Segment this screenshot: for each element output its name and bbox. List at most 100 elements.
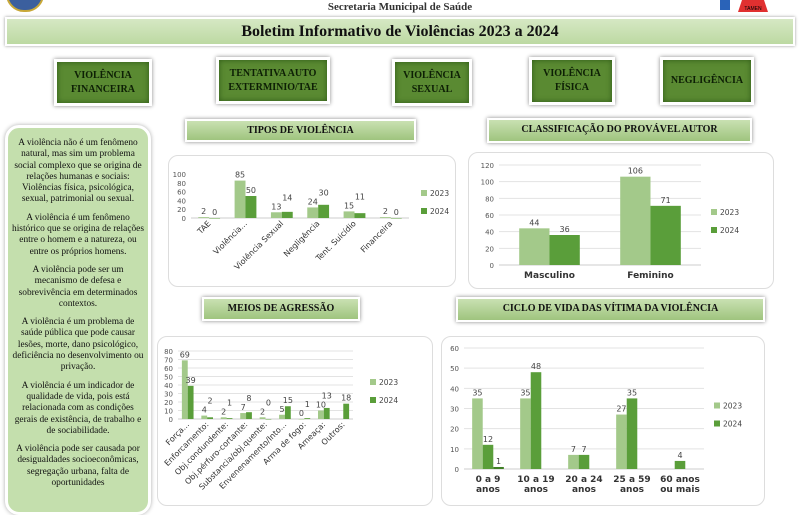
bar-2023 bbox=[620, 176, 651, 265]
data-label: 35 bbox=[627, 388, 637, 397]
y-tick-label: 60 bbox=[177, 189, 186, 197]
data-label: 24 bbox=[308, 197, 318, 206]
legend-label: 2024 bbox=[723, 420, 742, 429]
info-paragraph: A violência pode ser causada por desigua… bbox=[16, 444, 140, 489]
data-label: 35 bbox=[520, 388, 530, 397]
button-tentativa-auto-exterminio[interactable]: TENTATIVA AUTO EXTERMINIO/TAE bbox=[216, 57, 330, 104]
data-label: 5 bbox=[279, 405, 284, 414]
y-tick-label: 60 bbox=[485, 212, 494, 220]
y-tick-label: 50 bbox=[164, 374, 173, 382]
data-label: 18 bbox=[341, 394, 351, 403]
bar-2023 bbox=[270, 212, 282, 218]
x-tick-label: 60 anos ou mais bbox=[660, 475, 700, 495]
button-violencia-sexual[interactable]: VIOLÊNCIA SEXUAL bbox=[392, 59, 472, 106]
y-tick-label: 80 bbox=[485, 195, 494, 203]
data-label: 71 bbox=[661, 196, 671, 205]
chart-title-ciclo: CICLO DE VIDA DAS VÍTIMA DA VIOLÊNCIA bbox=[456, 297, 765, 322]
data-label: 4 bbox=[677, 451, 682, 460]
y-tick-label: 40 bbox=[450, 385, 459, 393]
y-tick-label: 40 bbox=[485, 229, 494, 237]
button-violencia-financeira[interactable]: VIOLÊNCIA FINANCEIRA bbox=[54, 59, 152, 106]
legend-swatch bbox=[370, 379, 376, 385]
x-tick-label: 20 a 24 anos bbox=[565, 475, 602, 495]
data-label: 2 bbox=[383, 207, 388, 216]
info-paragraph: A violência pode ser um mecanismo de def… bbox=[18, 264, 138, 309]
data-label: 1 bbox=[227, 398, 232, 407]
tamen-logo bbox=[738, 0, 768, 12]
data-label: 2 bbox=[208, 397, 213, 406]
legend-swatch bbox=[711, 227, 717, 233]
y-tick-label: 20 bbox=[177, 206, 186, 214]
data-label: 30 bbox=[319, 188, 329, 197]
org-name: Secretaria Municipal de Saúde bbox=[327, 1, 473, 13]
legend-swatch bbox=[370, 397, 376, 403]
data-label: 0 bbox=[394, 208, 399, 217]
legend-label: 2024 bbox=[720, 226, 739, 235]
data-label: 48 bbox=[531, 362, 541, 371]
legend-swatch bbox=[421, 190, 427, 196]
x-tick-label: Financeira bbox=[359, 219, 394, 254]
tamen-logo-text: TAMEN bbox=[744, 6, 762, 12]
legend-label: 2023 bbox=[720, 208, 739, 217]
bar-2024 bbox=[284, 406, 291, 419]
bar-2023 bbox=[198, 217, 210, 218]
y-tick-label: 80 bbox=[177, 180, 186, 188]
data-label: 7 bbox=[241, 403, 246, 412]
y-tick-label: 0 bbox=[490, 262, 494, 270]
legend-swatch bbox=[714, 420, 720, 427]
y-tick-label: 80 bbox=[164, 348, 173, 356]
bar-2024 bbox=[343, 403, 350, 419]
data-label: 2 bbox=[260, 407, 265, 416]
bar-2023 bbox=[343, 211, 355, 218]
x-tick-label: TAE bbox=[195, 219, 213, 237]
chart-autor: 0 20 40 60 80 100 120 44 36 Masculino 106 71 Feminin… bbox=[481, 162, 740, 281]
bar-2024 bbox=[354, 213, 366, 218]
info-paragraph: A violência não é um fenômeno natural, m… bbox=[14, 138, 142, 205]
bar-2024 bbox=[187, 385, 194, 419]
data-label: 2 bbox=[201, 207, 206, 216]
legend-label: 2023 bbox=[430, 189, 449, 198]
y-tick-label: 20 bbox=[164, 399, 173, 407]
bar-2024 bbox=[318, 204, 330, 218]
page-title: Boletim Informativo de Violências 2023 a… bbox=[5, 17, 795, 46]
legend-swatch bbox=[711, 209, 717, 215]
chart-panel-tipos: 0 20 40 60 80 100 2 0 TAE 85 50 Violência... 13 14 Vio… bbox=[168, 155, 456, 287]
bar-2024 bbox=[482, 444, 494, 469]
data-label: 7 bbox=[581, 445, 586, 454]
bar-2024 bbox=[390, 218, 402, 219]
y-tick-label: 0 bbox=[455, 466, 459, 474]
bar-2023 bbox=[259, 417, 266, 419]
data-label: 85 bbox=[235, 171, 245, 180]
y-tick-label: 30 bbox=[450, 406, 459, 414]
bar-2023 bbox=[181, 360, 188, 419]
data-label: 10 bbox=[316, 401, 326, 410]
bar-2024 bbox=[207, 417, 213, 419]
bar-2024 bbox=[245, 196, 257, 218]
data-label: 7 bbox=[571, 445, 576, 454]
bar-2023 bbox=[568, 454, 579, 469]
button-violencia-fisica[interactable]: VIOLÊNCIA FÍSICA bbox=[529, 57, 615, 105]
bar-2024 bbox=[304, 418, 311, 419]
data-label: 13 bbox=[271, 202, 281, 211]
bar-2023 bbox=[201, 415, 208, 419]
legend-label: 2024 bbox=[430, 207, 449, 216]
data-label: 0 bbox=[266, 398, 271, 407]
legend-swatch bbox=[421, 208, 427, 214]
x-tick-label: Feminino bbox=[627, 271, 673, 281]
bar-2023 bbox=[220, 417, 227, 419]
data-label: 15 bbox=[283, 396, 293, 405]
y-tick-label: 60 bbox=[450, 345, 459, 353]
bar-2023 bbox=[279, 414, 285, 419]
data-label: 50 bbox=[246, 186, 256, 195]
button-negligencia[interactable]: NEGLIGÊNCIA bbox=[660, 57, 754, 105]
y-tick-label: 40 bbox=[164, 382, 173, 390]
data-label: 27 bbox=[616, 405, 626, 414]
info-paragraph: A violência é um fenômeno histórico que … bbox=[12, 212, 144, 257]
bar-2023 bbox=[234, 180, 246, 218]
y-tick-label: 10 bbox=[164, 408, 173, 416]
bar-2024 bbox=[281, 211, 293, 218]
data-label: 35 bbox=[472, 388, 482, 397]
data-label: 4 bbox=[202, 406, 207, 415]
